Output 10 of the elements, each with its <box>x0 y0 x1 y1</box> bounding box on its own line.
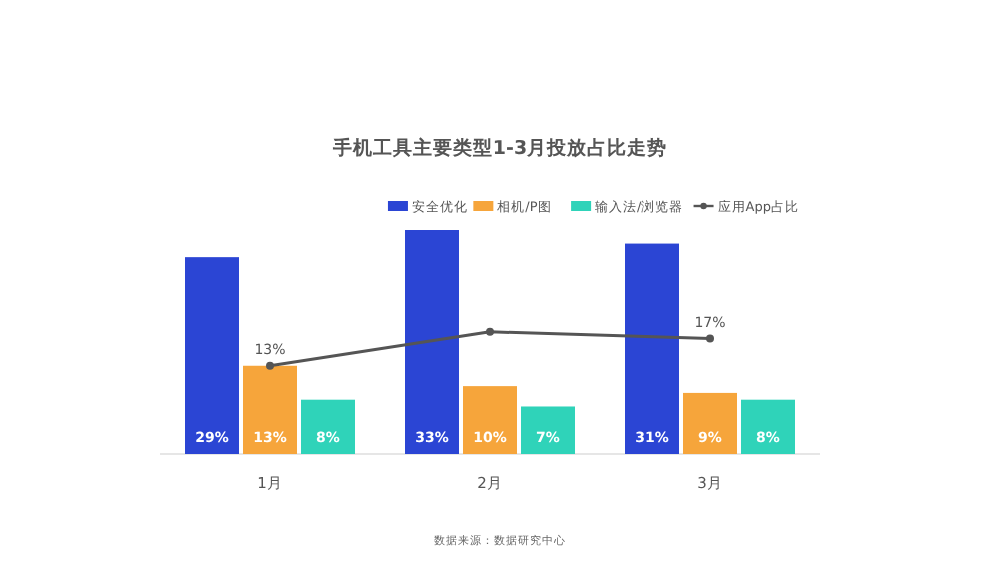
chart-title: 手机工具主要类型1-3月投放占比走势 <box>330 136 668 160</box>
bar <box>185 257 239 454</box>
bar <box>625 243 679 454</box>
bar <box>741 399 795 454</box>
bar <box>463 386 517 454</box>
bar <box>683 392 737 454</box>
bar <box>243 365 297 454</box>
bar <box>301 399 355 454</box>
bar <box>521 406 575 454</box>
bar <box>405 230 459 454</box>
